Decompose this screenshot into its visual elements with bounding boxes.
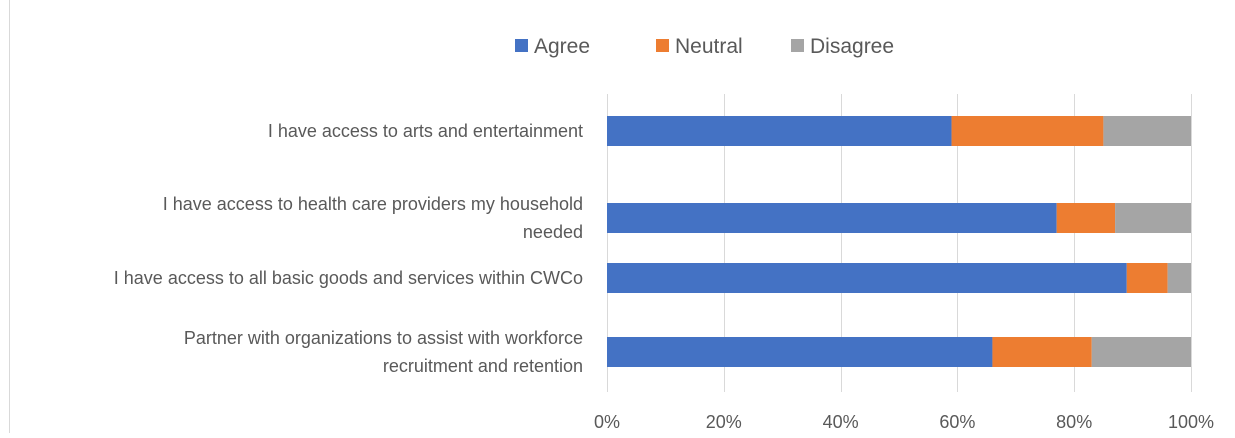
bar-neutral-3: [992, 337, 1092, 367]
legend: Agree Neutral Disagree: [515, 35, 894, 58]
x-tick-label-4: 80%: [1056, 412, 1092, 432]
x-tick-label-5: 100%: [1168, 412, 1214, 432]
x-tick-label-2: 40%: [823, 412, 859, 432]
category-label-3-line-0: Partner with organizations to assist wit…: [184, 328, 583, 348]
legend-label-disagree: Disagree: [810, 35, 894, 58]
legend-label-agree: Agree: [534, 35, 590, 58]
category-label-2-line-0: I have access to all basic goods and ser…: [114, 268, 583, 288]
x-tick-label-1: 20%: [706, 412, 742, 432]
legend-swatch-neutral: [656, 39, 669, 52]
bar-disagree-2: [1167, 263, 1191, 293]
chart-frame-edge: [9, 0, 10, 433]
bar-disagree-3: [1091, 337, 1191, 367]
bar-neutral-0: [951, 116, 1104, 146]
legend-swatch-agree: [515, 39, 528, 52]
bars: [607, 116, 1191, 367]
category-label-1-line-1: needed: [523, 222, 583, 242]
bar-neutral-2: [1126, 263, 1168, 293]
bar-agree-2: [607, 263, 1127, 293]
category-label-0-line-0: I have access to arts and entertainment: [268, 121, 583, 141]
x-tick-label-3: 60%: [939, 412, 975, 432]
category-labels: I have access to arts and entertainment I…: [114, 121, 583, 376]
bar-agree-0: [607, 116, 952, 146]
x-tick-label-0: 0%: [594, 412, 620, 432]
legend-swatch-disagree: [791, 39, 804, 52]
category-label-1-line-0: I have access to health care providers m…: [163, 194, 583, 214]
bar-disagree-1: [1115, 203, 1191, 233]
bar-neutral-1: [1056, 203, 1116, 233]
category-label-3-line-1: recruitment and retention: [383, 356, 583, 376]
bar-disagree-0: [1103, 116, 1191, 146]
bar-agree-1: [607, 203, 1057, 233]
x-tick-labels: 0% 20% 40% 60% 80% 100%: [594, 412, 1214, 432]
legend-label-neutral: Neutral: [675, 35, 743, 58]
bar-agree-3: [607, 337, 993, 367]
